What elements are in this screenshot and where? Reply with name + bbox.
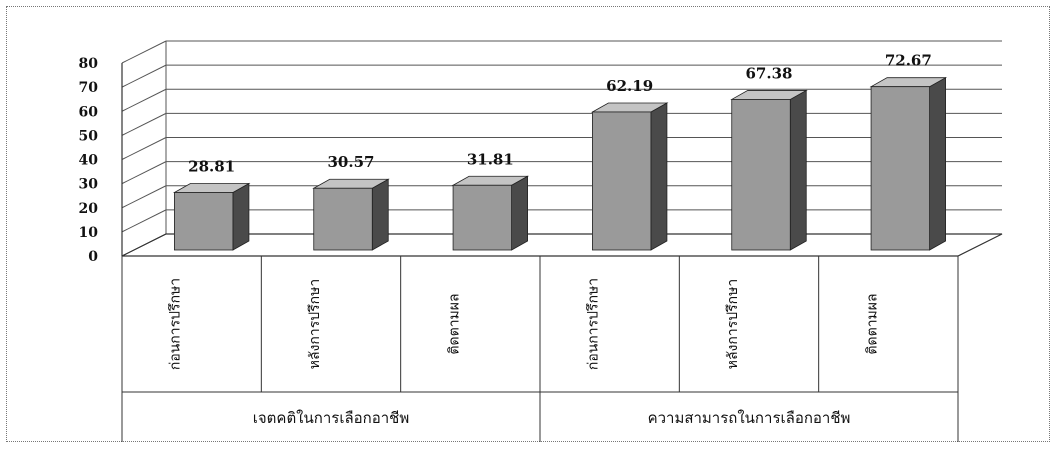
gridline-side xyxy=(121,161,167,185)
category-label: หลังการปรึกษา xyxy=(725,279,741,369)
category-label: ติดตามผล xyxy=(446,293,462,354)
data-label: 31.81 xyxy=(467,150,514,168)
bar-side xyxy=(650,102,668,251)
gridline-side xyxy=(121,64,167,88)
y-tick-label: 30 xyxy=(79,177,99,193)
gridline-side xyxy=(121,137,167,160)
bar xyxy=(731,99,791,251)
gridline-side xyxy=(121,209,167,233)
chart-floor xyxy=(121,233,1003,257)
chart-frame xyxy=(6,6,1050,442)
y-tick-label: 50 xyxy=(79,128,99,144)
category-label: หลังการปรึกษา xyxy=(307,279,323,369)
data-label: 67.38 xyxy=(746,64,793,82)
data-label: 62.19 xyxy=(606,77,653,95)
bar-side xyxy=(511,175,528,251)
data-label: 72.67 xyxy=(885,52,932,70)
group-label: ความสามารถในการเลือกอาชีพ xyxy=(648,409,851,427)
gridline-side xyxy=(121,185,167,209)
category-label: ติดตามผล xyxy=(864,293,880,354)
bar xyxy=(313,187,373,251)
data-label: 28.81 xyxy=(188,157,235,175)
group-label: เจตคติในการเลือกอาชีพ xyxy=(253,409,409,427)
y-tick-label: 60 xyxy=(79,104,99,120)
y-tick-label: 40 xyxy=(79,153,99,169)
y-tick-label: 10 xyxy=(79,225,99,241)
bar-side xyxy=(789,89,807,251)
category-label: ก่อนการปรึกษา xyxy=(168,278,184,370)
y-tick-label: 0 xyxy=(88,249,98,265)
bar xyxy=(174,192,234,251)
gridline-side xyxy=(121,40,167,64)
bar xyxy=(870,86,930,251)
y-tick-label: 70 xyxy=(79,80,99,96)
bar-side xyxy=(371,178,389,251)
gridline-side xyxy=(121,88,167,112)
data-label: 30.57 xyxy=(328,153,375,171)
category-label: ก่อนการปรึกษา xyxy=(586,278,602,370)
bar-side xyxy=(232,182,250,251)
bar xyxy=(592,111,652,251)
bar-side xyxy=(929,76,946,251)
y-tick-label: 80 xyxy=(79,56,99,72)
gridline-side xyxy=(121,112,167,136)
y-tick-label: 20 xyxy=(79,201,99,217)
bar xyxy=(452,184,512,251)
